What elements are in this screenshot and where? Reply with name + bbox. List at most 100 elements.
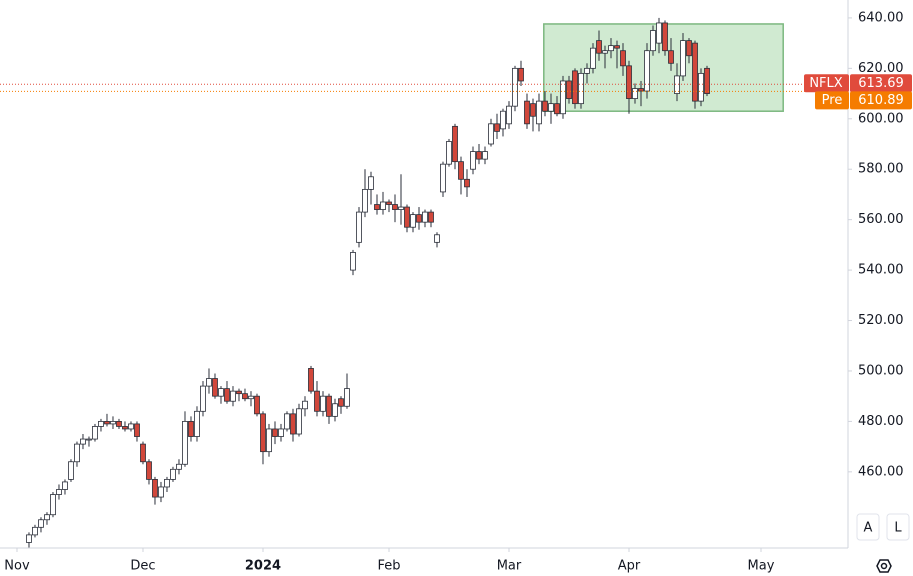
price-tag-name-box (804, 74, 849, 93)
candle-body (650, 30, 656, 52)
candle-body (356, 211, 362, 243)
candle-body (626, 65, 632, 100)
candle-body (254, 395, 260, 415)
candle-body (134, 423, 140, 437)
candle-body (410, 214, 416, 228)
candle-body (704, 67, 710, 94)
candle-body (470, 151, 476, 170)
candle-body (236, 390, 242, 395)
candle-body (128, 423, 134, 430)
candle-body (662, 22, 668, 52)
candle-body (62, 481, 68, 490)
log-button-label[interactable]: L (894, 521, 902, 536)
candle-body (368, 176, 374, 190)
candle-body (92, 426, 98, 440)
candle-body (260, 413, 266, 453)
candle-body (104, 421, 110, 425)
candle-body (374, 204, 380, 210)
settings-button[interactable] (876, 559, 892, 573)
price-tag-value-box (850, 74, 912, 93)
candle-body (482, 151, 488, 160)
log-button[interactable]: L (886, 513, 910, 541)
y-tick-label: 640.00 (858, 10, 904, 25)
candle-body (272, 428, 278, 437)
candle-body (416, 214, 422, 223)
candle-body (638, 88, 644, 92)
settings-icon-center[interactable] (880, 562, 888, 570)
candle-body (608, 45, 614, 52)
candle-body (74, 443, 80, 463)
candle-body (206, 378, 212, 387)
candle-body (536, 100, 542, 125)
candle-body (26, 534, 32, 543)
candle-body (68, 461, 74, 480)
candle-body (80, 438, 86, 445)
y-tick-label: 480.00 (858, 414, 904, 429)
y-tick-label: 540.00 (858, 263, 904, 278)
price-tag-name-box (815, 91, 849, 110)
candle-body (86, 438, 92, 441)
auto-button-label[interactable]: A (864, 521, 873, 536)
candle-body (464, 178, 470, 188)
candle-body (578, 72, 584, 105)
candle-body (404, 206, 410, 228)
candle-body (308, 368, 314, 392)
auto-button[interactable]: A (856, 513, 880, 541)
candle-body (686, 40, 692, 57)
candle-body (668, 50, 674, 64)
candle-body (314, 390, 320, 412)
candle-body (434, 234, 440, 243)
candle-body (422, 211, 428, 223)
candle-body (122, 426, 128, 430)
candle-body (680, 40, 686, 77)
candle-body (38, 519, 44, 528)
candle-body (518, 67, 524, 82)
candle-body (164, 479, 170, 488)
x-tick-label: May (748, 559, 775, 574)
price-tag-value: 610.89 (858, 93, 904, 108)
x-tick-label: Dec (130, 559, 155, 574)
candle-body (146, 461, 152, 480)
candle-body (350, 252, 356, 271)
candle-body (302, 400, 308, 410)
candle-body (44, 514, 50, 521)
candle-body (218, 388, 224, 397)
candle-body (584, 67, 590, 74)
candle-body (188, 421, 194, 437)
candle-body (698, 72, 704, 102)
price-tag-value: 613.69 (858, 76, 904, 91)
candle-body (380, 201, 386, 210)
candle-body (344, 388, 350, 407)
candle-body (284, 413, 290, 430)
x-tick-label: Feb (377, 559, 400, 574)
candle-body (488, 123, 494, 145)
candle-body (620, 50, 626, 67)
candle-body (398, 206, 404, 210)
candle-body (248, 395, 254, 400)
price-tag-name: Pre (822, 93, 843, 108)
candle-body (566, 80, 572, 100)
candle-body (56, 489, 62, 495)
candle-body (392, 204, 398, 210)
candle-body (692, 42, 698, 102)
candle-body (212, 378, 218, 397)
y-tick-label: 580.00 (858, 162, 904, 177)
candle-body (338, 398, 344, 407)
settings-icon[interactable] (876, 559, 892, 573)
candle-body (548, 103, 554, 112)
candle-body (446, 141, 452, 165)
candle-body (644, 50, 650, 92)
candle-body (158, 486, 164, 498)
candle-body (50, 494, 56, 516)
x-tick-label: Apr (618, 559, 641, 574)
candle-body (560, 80, 566, 115)
x-tick-label: Nov (4, 559, 30, 574)
candle-body (116, 421, 122, 427)
y-tick-label: 460.00 (858, 464, 904, 479)
log-button-box[interactable] (886, 513, 910, 541)
candle-body (98, 421, 104, 427)
auto-button-box[interactable] (856, 513, 880, 541)
x-tick-label: Mar (497, 559, 522, 574)
candle-body (674, 75, 680, 94)
x-tick-label: 2024 (245, 559, 281, 574)
